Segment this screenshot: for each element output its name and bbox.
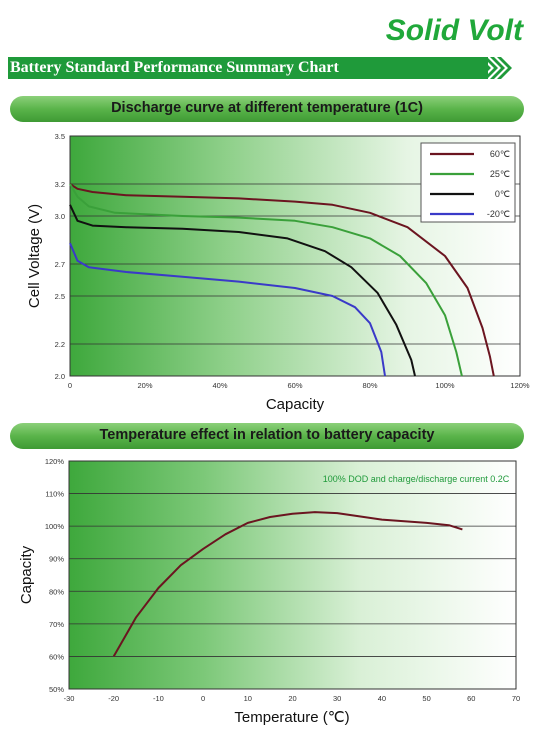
series-line [112,511,463,657]
y-tick-label: 90% [49,555,64,564]
y-tick-label: 120% [45,457,65,466]
series-line [69,204,416,377]
y-tick-label: 60% [49,652,64,661]
x-tick-label: 20% [137,381,152,390]
y-tick-label: 110% [45,490,64,499]
x-tick-label: 20 [288,694,296,703]
chart1-title: Discharge curve at different temperature… [111,100,423,116]
header-stripes-icon [474,57,512,79]
plot-area [68,460,517,690]
y-tick-label: 2.2 [55,340,65,349]
y-axis-label: Capacity [18,545,35,604]
x-axis-label: Temperature (℃) [234,709,349,726]
x-tick-label: 10 [244,694,252,703]
x-tick-label: 120% [510,381,530,390]
x-tick-label: 40% [212,381,227,390]
x-tick-label: 0 [201,694,205,703]
series-line [69,242,386,377]
series-line [69,183,495,377]
brand-logo: Solid Volt [385,14,523,47]
x-tick-label: 30 [333,694,341,703]
x-axis-label: Capacity [266,396,325,413]
x-tick-label: 60% [287,381,302,390]
y-tick-label: 80% [49,587,64,596]
y-tick-label: 2.0 [55,372,65,381]
chart-annotation: 100% DOD and charge/discharge current 0.… [323,474,510,484]
temperature-chart: 50% 60% 70% 80% 90% 100% 110% 120% -30 -20 -10 0 10… [18,457,520,726]
y-tick-label: 70% [49,620,64,629]
x-tick-label: -30 [64,694,75,703]
chart1-header: Discharge curve at different temperature… [10,96,524,122]
y-tick-label: 100% [45,522,65,531]
y-tick-label: 2.7 [55,260,65,269]
legend: 60℃ 25℃ 0℃ -20℃ [420,142,516,223]
y-tick-label: 2.5 [55,292,65,301]
legend-label: 0℃ [495,189,510,199]
x-tick-label: 50 [422,694,430,703]
y-axis-label: Cell Voltage (V) [26,204,43,308]
x-tick-label: 40 [378,694,386,703]
x-tick-label: 60 [467,694,475,703]
y-tick-label: 3.0 [55,212,65,221]
x-tick-label: -10 [153,694,164,703]
summary-header-bar [8,57,488,79]
x-tick-label: 0 [68,381,72,390]
discharge-chart: 2.0 2.2 2.5 2.7 3.0 3.2 3.5 0 20% 40% 60% 80% 100% 1… [26,132,530,413]
series-line [69,183,463,377]
x-tick-label: 100% [435,381,455,390]
x-tick-label: -20 [108,694,119,703]
y-tick-label: 50% [49,685,64,694]
chart2-header: Temperature effect in relation to batter… [10,423,524,449]
y-tick-label: 3.2 [55,180,65,189]
legend-label: 25℃ [490,169,510,179]
x-tick-label: 80% [362,381,377,390]
y-tick-label: 3.5 [55,132,65,141]
x-tick-label: 70 [512,694,520,703]
chart2-title: Temperature effect in relation to batter… [99,427,435,443]
legend-label: 60℃ [490,149,510,159]
summary-title: Battery Standard Performance Summary Cha… [10,59,339,76]
legend-label: -20℃ [487,209,510,219]
